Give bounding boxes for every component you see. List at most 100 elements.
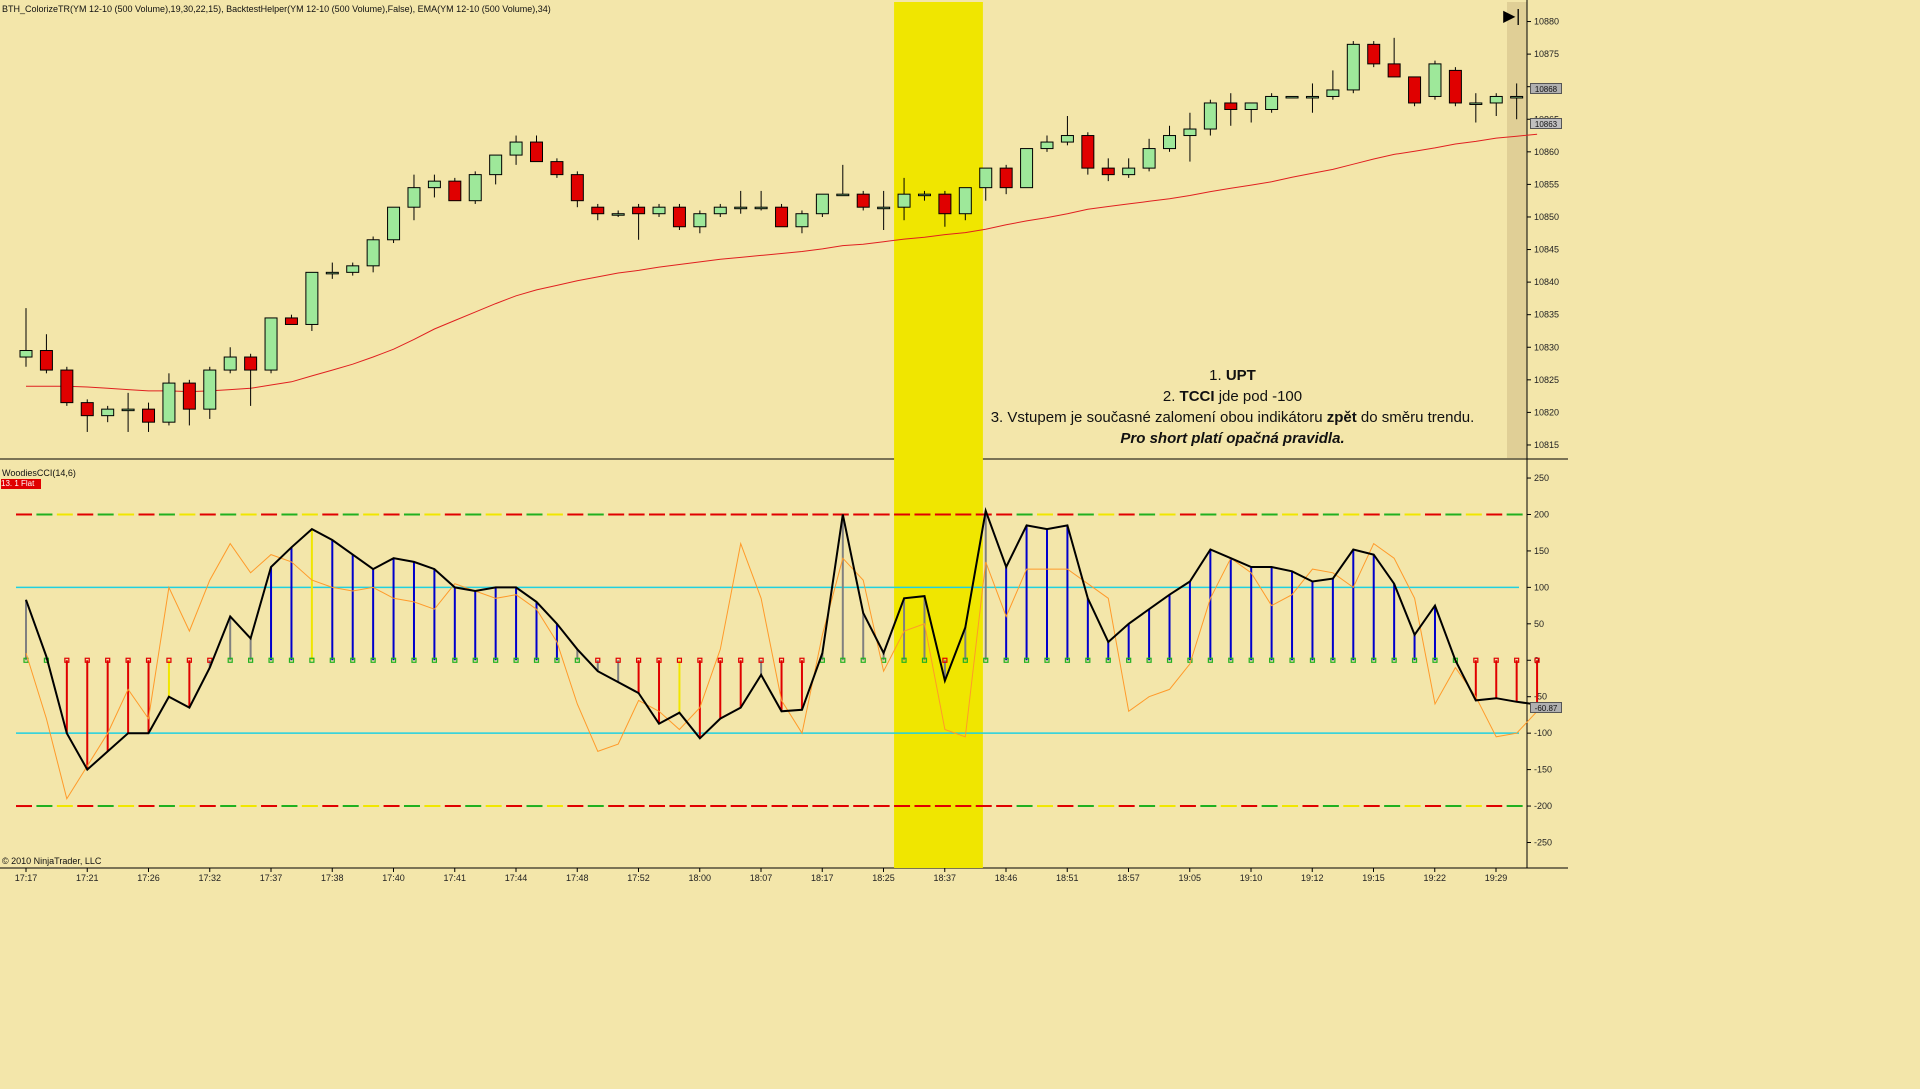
flat-status-badge: 13. 1 Flat [1, 479, 41, 489]
price-tick-label: 10875 [1534, 49, 1559, 59]
zero-line-marker [309, 657, 315, 663]
candle-body [795, 213, 809, 228]
candle-body [713, 206, 727, 215]
zero-line-marker [983, 657, 989, 663]
candle-body [836, 193, 850, 197]
zero-line-marker [390, 657, 397, 663]
candle-body [142, 408, 156, 423]
time-tick-label: 19:05 [1178, 873, 1201, 883]
candle-body [570, 174, 584, 202]
zero-line-marker [105, 657, 111, 663]
time-tick-label: 17:38 [321, 873, 344, 883]
time-tick-label: 17:32 [198, 873, 221, 883]
ema-price-tag: 10863 [1530, 118, 1562, 129]
candle-body [693, 213, 707, 228]
candle-body [489, 154, 503, 176]
zero-line-marker [350, 657, 356, 663]
time-tick-label: 17:48 [566, 873, 589, 883]
zero-line-marker [1371, 657, 1377, 663]
time-tick-label: 17:40 [382, 873, 405, 883]
zero-line-marker [1514, 657, 1520, 663]
candle-body [938, 193, 952, 215]
zero-line-marker [513, 657, 519, 663]
candle-body [264, 317, 278, 371]
candle-body [39, 350, 53, 371]
zero-line-marker [452, 657, 458, 663]
time-tick-label: 18:57 [1117, 873, 1140, 883]
candle-body [632, 206, 646, 215]
price-tick-label: 10840 [1534, 277, 1559, 287]
time-tick-label: 18:00 [688, 873, 711, 883]
zero-line-marker [227, 657, 233, 663]
note-line-1: 1. UPT [1209, 367, 1256, 384]
cci-tick-label: -150 [1534, 765, 1552, 775]
candle-body [223, 356, 237, 371]
candle-body [530, 141, 543, 163]
candle-body [1101, 167, 1115, 176]
candle-body [1020, 148, 1034, 189]
zero-line-marker [1473, 657, 1479, 663]
candle-body [1265, 95, 1279, 110]
zero-line-marker [166, 657, 172, 663]
scroll-to-end-icon[interactable]: ▶| [1503, 6, 1521, 25]
cci-tick-label: 200 [1534, 509, 1549, 519]
candle-body [1142, 148, 1156, 169]
zero-line-marker [595, 657, 601, 663]
zero-line-marker [186, 657, 192, 663]
zero-line-marker [1064, 657, 1071, 663]
price-tick-label: 10820 [1534, 407, 1559, 417]
price-tick-label: 10855 [1534, 179, 1559, 189]
candle-body [1489, 95, 1503, 104]
candle-body [958, 187, 972, 215]
candle-body [917, 193, 931, 197]
price-tick-label: 10845 [1534, 245, 1559, 255]
copyright-text: © 2010 NinjaTrader, LLC [2, 856, 102, 866]
zero-line-marker [1023, 657, 1030, 663]
zero-line-marker [962, 657, 968, 663]
candle-body [1060, 135, 1074, 143]
time-tick-label: 17:44 [505, 873, 528, 883]
scroll-margin [1507, 2, 1527, 458]
zero-line-marker [717, 657, 723, 663]
candle-body [1428, 63, 1442, 97]
zero-line-marker [370, 657, 376, 663]
cci-tick-label: -50 [1534, 692, 1547, 702]
zero-line-marker [1248, 657, 1254, 663]
zero-line-marker [942, 657, 948, 663]
candle-body [877, 206, 891, 210]
cci-tick-label: 100 [1534, 582, 1549, 592]
zero-line-marker [1166, 657, 1173, 663]
chart-window[interactable]: 10815 10820 10825 10830 10835 10840 10845 10850… [0, 0, 1568, 889]
candle-body [80, 402, 94, 417]
candle-body [1285, 95, 1299, 99]
zero-line-marker [268, 657, 274, 663]
cci-tick-label: -100 [1534, 728, 1552, 738]
zero-line-marker [411, 657, 417, 663]
candle-body [244, 356, 258, 371]
candle-body [305, 271, 319, 325]
cci-value-tag: -60.87 [1530, 702, 1562, 713]
candle-body [1040, 141, 1054, 150]
zero-line-marker [574, 657, 580, 663]
zero-line-marker [288, 657, 295, 663]
candle-body [448, 180, 462, 202]
candle-body [1367, 43, 1381, 65]
candle-body [1326, 89, 1340, 97]
candle-body [1469, 102, 1483, 105]
candle-body [1448, 69, 1462, 104]
last-price-tag: 10868 [1530, 83, 1562, 94]
price-tick-label: 10815 [1534, 440, 1559, 450]
candle-body [1346, 43, 1360, 91]
price-tick-label: 10830 [1534, 342, 1559, 352]
zero-line-marker [1126, 657, 1132, 663]
chart-canvas[interactable]: 10815 10820 10825 10830 10835 10840 10845 10850… [0, 0, 1568, 889]
zero-line-marker [554, 657, 560, 663]
candle-body [1081, 135, 1095, 169]
candle-body [1163, 135, 1177, 150]
zero-line-marker [1330, 657, 1336, 663]
zero-line-marker [758, 657, 764, 663]
candle-body [203, 369, 217, 410]
candle-body [366, 239, 380, 267]
cci-line [25, 506, 1538, 772]
zero-line-marker [921, 657, 928, 663]
